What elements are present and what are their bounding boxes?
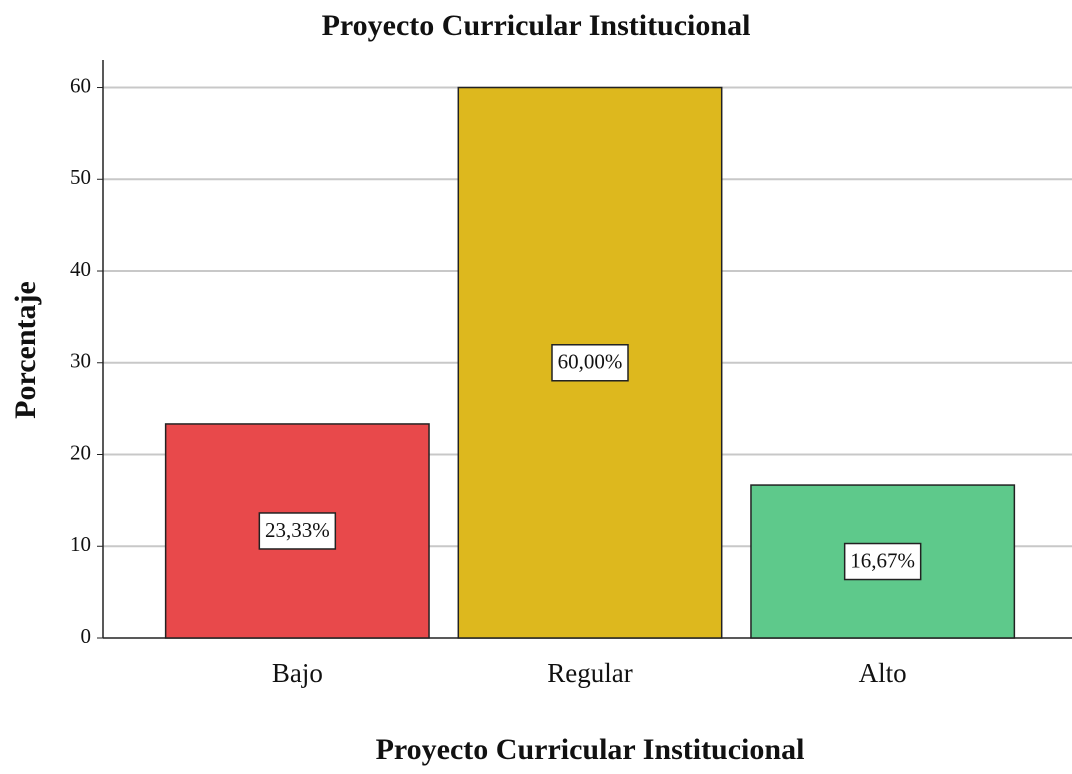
value-label: 60,00% [558, 350, 623, 374]
x-tick-label: Regular [547, 658, 632, 688]
chart-title: Proyecto Curricular Institucional [322, 9, 751, 42]
y-tick-label: 40 [70, 257, 91, 281]
value-label-box [843, 542, 922, 581]
y-tick-label: 0 [81, 624, 92, 648]
y-tick-label: 10 [70, 532, 91, 556]
value-label-box [258, 512, 337, 550]
y-tick-label: 60 [70, 73, 91, 97]
value-label: 16,67% [850, 548, 915, 572]
x-tick-label: Bajo [272, 658, 323, 688]
value-label: 23,33% [265, 518, 330, 542]
y-tick-label: 20 [70, 440, 91, 464]
y-tick-label: 50 [70, 165, 91, 189]
value-label-box [551, 344, 629, 382]
x-tick-label: Alto [859, 658, 907, 688]
y-axis-title: Porcentaje [9, 281, 42, 419]
x-axis-title: Proyecto Curricular Institucional [376, 733, 805, 766]
y-tick-label: 30 [70, 349, 91, 373]
